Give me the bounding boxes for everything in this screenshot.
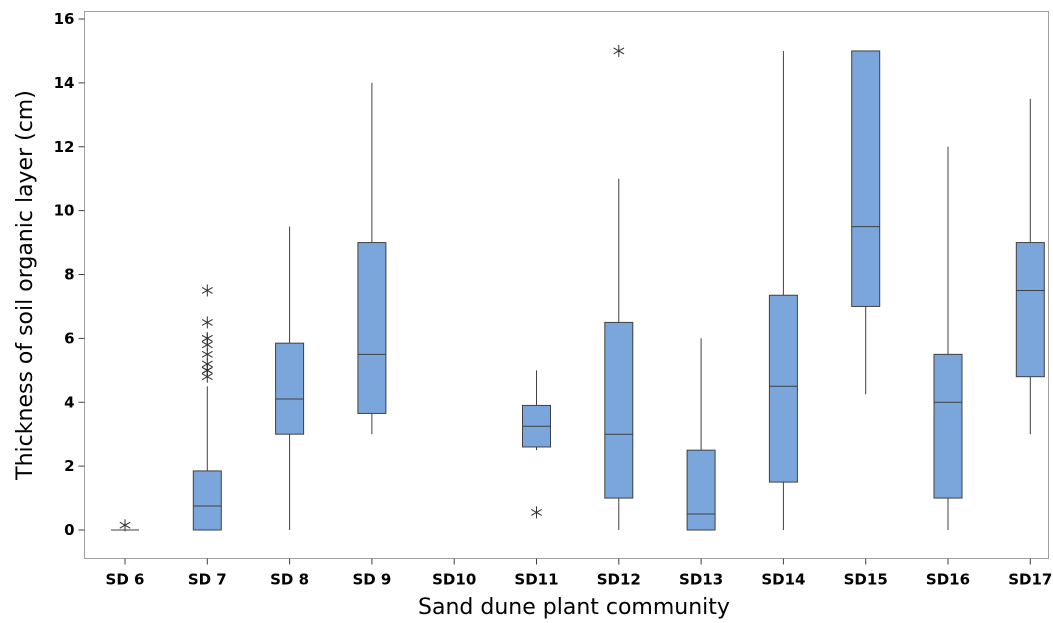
box-group	[604, 44, 634, 530]
y-tick-label: 12	[54, 138, 75, 156]
x-tick-label: SD14	[761, 571, 805, 589]
y-tick-label: 6	[64, 329, 74, 347]
box-group	[933, 146, 963, 530]
y-axis: 0 2 4 6 8 10 12 14 16	[54, 10, 85, 539]
iqr-box	[604, 321, 634, 499]
y-tick-label: 16	[54, 10, 75, 28]
iqr-box	[686, 449, 716, 531]
outlier-marker	[613, 44, 625, 57]
box-group	[357, 82, 387, 435]
box-group	[851, 50, 881, 395]
iqr-box	[768, 294, 798, 483]
y-tick-label: 0	[64, 521, 74, 539]
x-tick-label: SD12	[597, 571, 641, 589]
x-axis-title: Sand dune plant community	[418, 595, 730, 620]
outlier-marker	[119, 519, 131, 532]
x-tick-label: SD15	[844, 571, 888, 589]
iqr-box	[851, 50, 881, 307]
x-tick-label: SD11	[514, 571, 558, 589]
box-group	[275, 226, 305, 530]
x-tick-label: SD13	[679, 571, 723, 589]
box-group	[768, 50, 798, 530]
iqr-box	[1015, 242, 1045, 378]
iqr-box	[933, 353, 963, 499]
y-tick-label: 8	[64, 266, 74, 284]
x-tick-label: SD 6	[106, 571, 145, 589]
box-group	[522, 370, 551, 519]
x-tick-label: SD10	[432, 571, 476, 589]
y-tick-label: 2	[64, 457, 74, 475]
x-tick-label: SD16	[926, 571, 970, 589]
y-tick-label: 10	[54, 202, 75, 220]
iqr-box	[192, 470, 222, 531]
x-tick-label: SD 9	[352, 571, 391, 589]
y-axis-title: Thickness of soil organic layer (cm)	[13, 90, 38, 481]
box-series	[111, 44, 1045, 532]
x-axis: SD 6 SD 7 SD 8 SD 9 SD10 SD11 SD12 SD13 SD14 SD15…	[106, 558, 1052, 589]
box-group	[1015, 98, 1045, 435]
y-tick-label: 4	[64, 393, 74, 411]
outlier-marker	[531, 506, 542, 519]
x-tick-label: SD17	[1008, 571, 1052, 589]
box-group	[192, 284, 222, 531]
outlier-marker	[201, 316, 213, 329]
plot-frame	[84, 11, 1049, 559]
iqr-box	[275, 342, 305, 435]
outlier-marker	[201, 284, 213, 297]
x-tick-label: SD 7	[188, 571, 227, 589]
iqr-box	[357, 242, 387, 414]
y-tick-label: 14	[54, 74, 75, 92]
x-tick-label: SD 8	[270, 571, 309, 589]
box-group	[111, 519, 139, 532]
outlier-marker	[201, 332, 213, 345]
box-group	[686, 338, 716, 531]
